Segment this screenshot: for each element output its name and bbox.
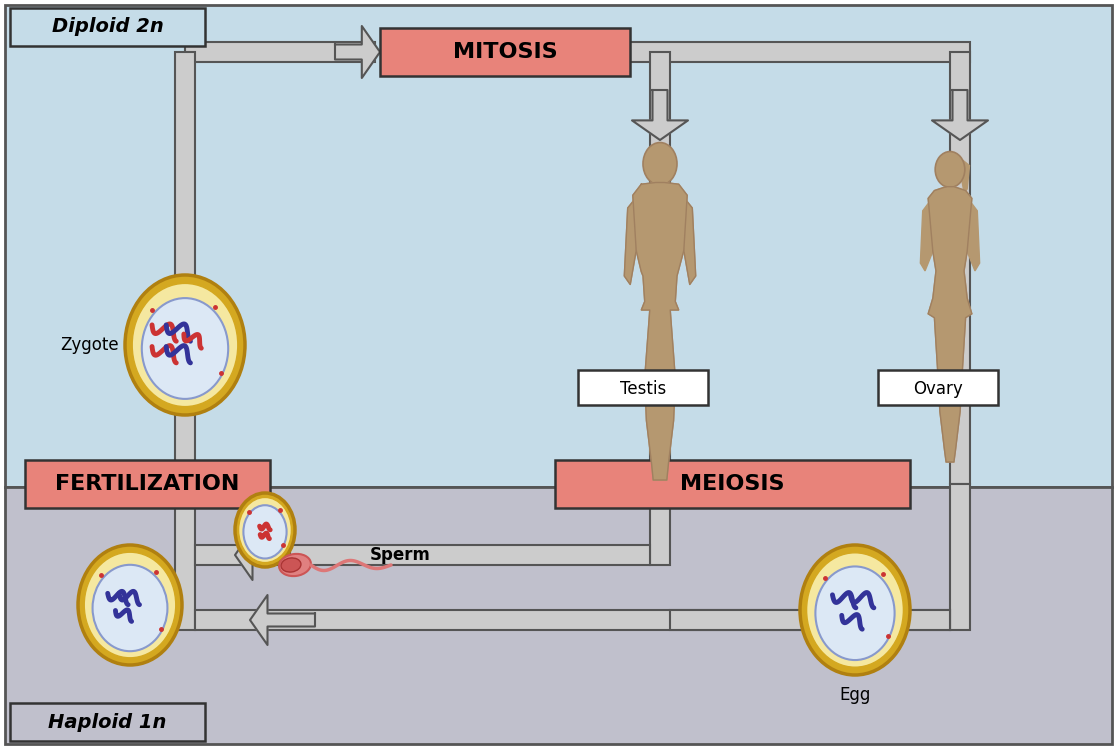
Polygon shape <box>335 26 380 78</box>
Polygon shape <box>932 90 989 140</box>
Ellipse shape <box>815 566 895 660</box>
Polygon shape <box>235 530 290 580</box>
FancyBboxPatch shape <box>10 703 206 741</box>
FancyBboxPatch shape <box>4 487 1113 744</box>
Text: MEIOSIS: MEIOSIS <box>680 474 785 494</box>
FancyBboxPatch shape <box>949 52 970 484</box>
Polygon shape <box>624 191 641 285</box>
FancyBboxPatch shape <box>650 484 670 565</box>
Ellipse shape <box>281 558 300 572</box>
Ellipse shape <box>93 565 168 651</box>
FancyBboxPatch shape <box>670 610 949 630</box>
FancyBboxPatch shape <box>630 42 970 62</box>
FancyBboxPatch shape <box>10 8 206 46</box>
Text: Diploid 2n: Diploid 2n <box>51 17 163 37</box>
Polygon shape <box>632 90 688 140</box>
Polygon shape <box>960 160 970 193</box>
Text: FERTILIZATION: FERTILIZATION <box>56 474 240 494</box>
Text: Sperm: Sperm <box>370 546 430 564</box>
Text: Haploid 1n: Haploid 1n <box>48 712 166 732</box>
Polygon shape <box>965 195 980 271</box>
Ellipse shape <box>235 493 295 567</box>
Text: Ovary: Ovary <box>913 380 963 398</box>
FancyBboxPatch shape <box>949 484 970 630</box>
Ellipse shape <box>132 283 238 407</box>
Text: Egg: Egg <box>839 686 870 704</box>
FancyBboxPatch shape <box>175 52 195 484</box>
Ellipse shape <box>244 506 287 559</box>
Polygon shape <box>920 195 935 271</box>
Text: Zygote: Zygote <box>60 336 120 354</box>
FancyBboxPatch shape <box>4 5 1113 487</box>
Polygon shape <box>633 183 687 480</box>
Ellipse shape <box>78 545 182 665</box>
Ellipse shape <box>125 275 245 415</box>
Polygon shape <box>250 595 315 645</box>
FancyBboxPatch shape <box>195 610 949 630</box>
FancyBboxPatch shape <box>577 370 708 405</box>
Ellipse shape <box>800 545 910 675</box>
FancyBboxPatch shape <box>380 28 630 76</box>
Ellipse shape <box>279 554 311 576</box>
FancyBboxPatch shape <box>878 370 997 405</box>
Text: Testis: Testis <box>620 380 666 398</box>
Ellipse shape <box>84 552 175 658</box>
FancyBboxPatch shape <box>25 460 270 508</box>
FancyBboxPatch shape <box>650 52 670 484</box>
Ellipse shape <box>142 298 228 399</box>
Ellipse shape <box>806 553 904 667</box>
FancyBboxPatch shape <box>175 484 195 630</box>
Ellipse shape <box>935 151 965 187</box>
FancyBboxPatch shape <box>185 42 375 62</box>
Polygon shape <box>928 187 972 462</box>
Text: MITOSIS: MITOSIS <box>452 42 557 62</box>
Polygon shape <box>679 191 696 285</box>
FancyBboxPatch shape <box>555 460 910 508</box>
FancyBboxPatch shape <box>195 545 650 565</box>
Ellipse shape <box>239 497 292 562</box>
Ellipse shape <box>643 142 677 185</box>
